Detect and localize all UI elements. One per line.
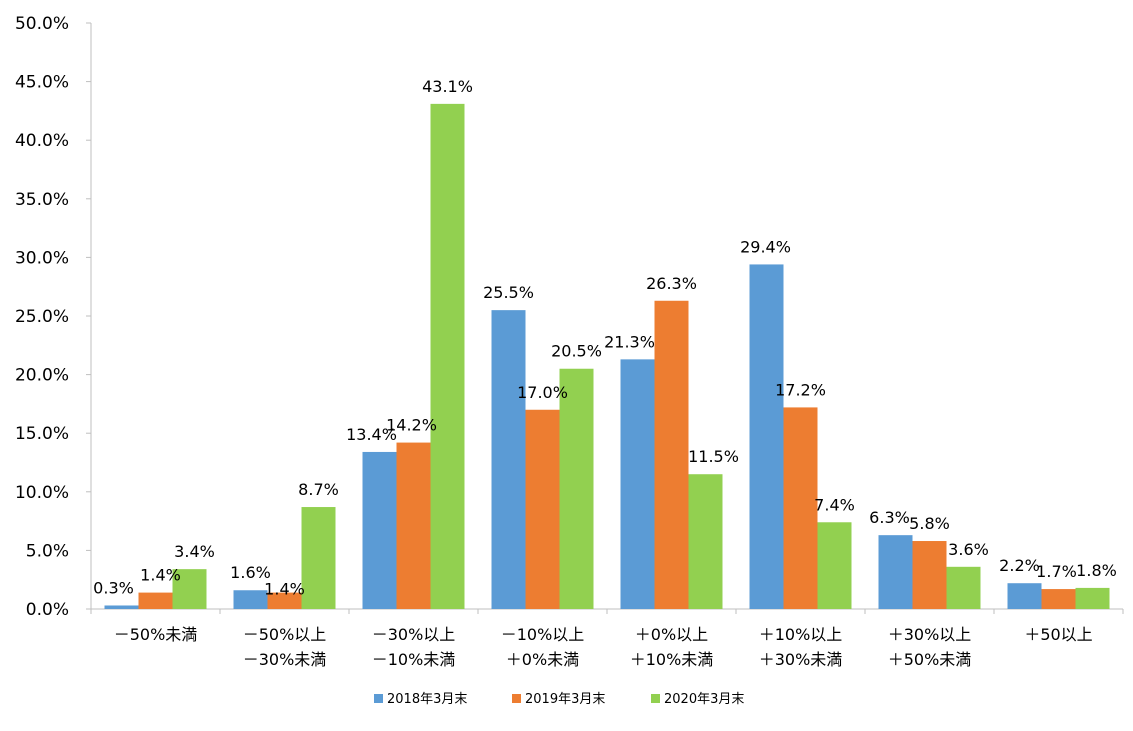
data-label: 1.4% — [264, 580, 305, 599]
bar-1-5 — [620, 359, 655, 609]
legend-label: 2020年3月末 — [664, 692, 744, 707]
bars-group — [104, 103, 1110, 610]
data-label: 20.5% — [551, 342, 602, 361]
data-label: 26.3% — [646, 274, 697, 293]
y-tick-label: 30.0% — [15, 248, 69, 268]
bar-3-1 — [172, 569, 207, 609]
data-label: 0.3% — [93, 578, 134, 597]
y-tick-label: 35.0% — [15, 190, 69, 210]
data-label: 14.2% — [386, 416, 437, 435]
bar-3-7 — [946, 566, 981, 609]
x-category-label: ＋30%以上 — [888, 625, 972, 644]
x-category-label: ＋50以上 — [1024, 625, 1092, 644]
bar-2-1 — [138, 592, 173, 609]
bar-2-5 — [654, 300, 689, 609]
bar-3-4 — [559, 368, 594, 609]
bar-1-6 — [749, 264, 784, 609]
x-category-label: －10%以上 — [501, 625, 585, 644]
data-label: 21.3% — [604, 332, 655, 351]
bar-2-2 — [267, 592, 302, 609]
data-label: 1.8% — [1076, 561, 1117, 580]
y-tick-label: 40.0% — [15, 131, 69, 151]
y-tick-label: 25.0% — [15, 307, 69, 327]
x-category-label: ＋30%未満 — [759, 650, 843, 669]
data-label: 13.4% — [346, 425, 397, 444]
x-category-label: ＋10%以上 — [759, 625, 843, 644]
x-category-label: －30%未満 — [243, 650, 327, 669]
data-label: 6.3% — [869, 508, 910, 527]
data-label: 29.4% — [740, 237, 791, 256]
data-label: 17.2% — [775, 380, 826, 399]
data-label: 8.7% — [298, 480, 339, 499]
data-label: 11.5% — [688, 447, 739, 466]
bar-3-5 — [688, 474, 723, 609]
x-category-label: ＋0%未満 — [506, 650, 579, 669]
data-label: 43.1% — [422, 77, 473, 96]
data-label: 25.5% — [483, 283, 534, 302]
y-tick-label: 15.0% — [15, 424, 69, 444]
y-tick-label: 20.0% — [15, 366, 69, 386]
legend-label: 2019年3月末 — [525, 692, 605, 707]
y-tick-label: 0.0% — [26, 600, 69, 620]
legend-swatch — [512, 694, 521, 703]
data-label: 1.6% — [230, 563, 271, 582]
legend-swatch — [374, 694, 383, 703]
data-labels-group: 0.3%1.4%3.4%1.6%1.4%8.7%13.4%14.2%43.1%2… — [93, 77, 1117, 599]
bar-2-3 — [396, 442, 431, 609]
y-tick-label: 10.0% — [15, 483, 69, 503]
y-tick-label: 50.0% — [15, 14, 69, 34]
bar-1-7 — [878, 535, 913, 609]
bar-2-6 — [783, 407, 818, 609]
bar-3-3 — [430, 103, 465, 610]
x-category-label: －50%未満 — [114, 625, 198, 644]
x-category-label: ＋10%未満 — [630, 650, 714, 669]
bar-2-4 — [525, 409, 560, 609]
legend-label: 2018年3月末 — [387, 692, 467, 707]
bar-1-8 — [1007, 583, 1042, 609]
bar-3-2 — [301, 507, 336, 609]
data-label: 1.7% — [1036, 562, 1077, 581]
x-category-label: －50%以上 — [243, 625, 327, 644]
bar-1-2 — [233, 590, 268, 609]
legend: 2018年3月末 2019年3月末 2020年3月末 — [374, 692, 744, 707]
x-category-label: ＋0%以上 — [635, 625, 708, 644]
x-category-label: －10%未満 — [372, 650, 456, 669]
y-tick-label: 5.0% — [26, 541, 69, 561]
bar-3-8 — [1075, 587, 1110, 609]
bar-1-1 — [104, 605, 139, 609]
data-label: 3.6% — [948, 540, 989, 559]
bar-1-3 — [362, 451, 397, 609]
y-tick-label: 45.0% — [15, 73, 69, 93]
data-label: 2.2% — [999, 556, 1040, 575]
x-category-label: ＋50%未満 — [888, 650, 972, 669]
legend-swatch — [651, 694, 660, 703]
data-label: 1.4% — [140, 566, 181, 585]
bar-1-4 — [491, 310, 526, 609]
bar-2-7 — [912, 541, 947, 609]
data-label: 5.8% — [909, 514, 950, 533]
x-category-label: －30%以上 — [372, 625, 456, 644]
data-label: 7.4% — [814, 495, 855, 514]
data-label: 17.0% — [517, 383, 568, 402]
bar-3-6 — [817, 522, 852, 609]
data-label: 3.4% — [174, 542, 215, 561]
bar-2-8 — [1041, 589, 1076, 609]
